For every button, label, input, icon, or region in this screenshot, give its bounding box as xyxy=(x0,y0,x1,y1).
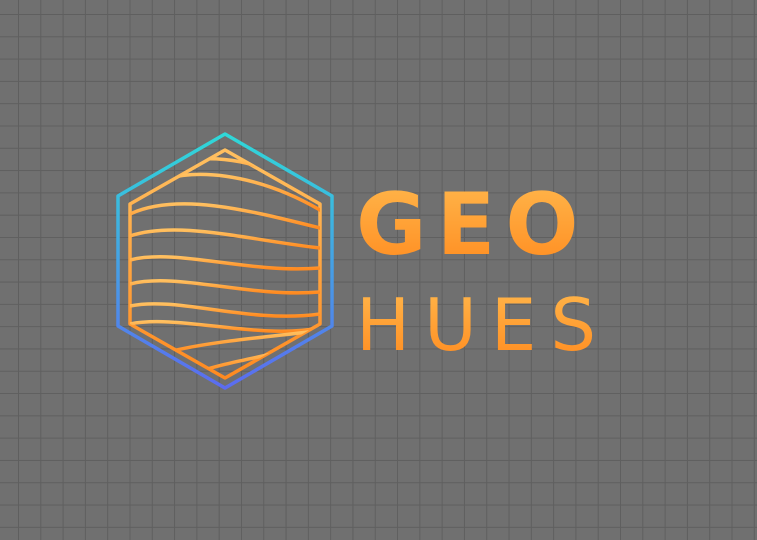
brand-word-bottom: HUES xyxy=(356,283,610,367)
brand-word-top: GEO xyxy=(356,175,588,275)
hexagon-waves-icon xyxy=(116,132,334,390)
brand-wordmark: GEO HUES xyxy=(356,175,610,367)
hexagon-inner-outline xyxy=(128,148,322,380)
hexagon-outline xyxy=(116,132,334,390)
